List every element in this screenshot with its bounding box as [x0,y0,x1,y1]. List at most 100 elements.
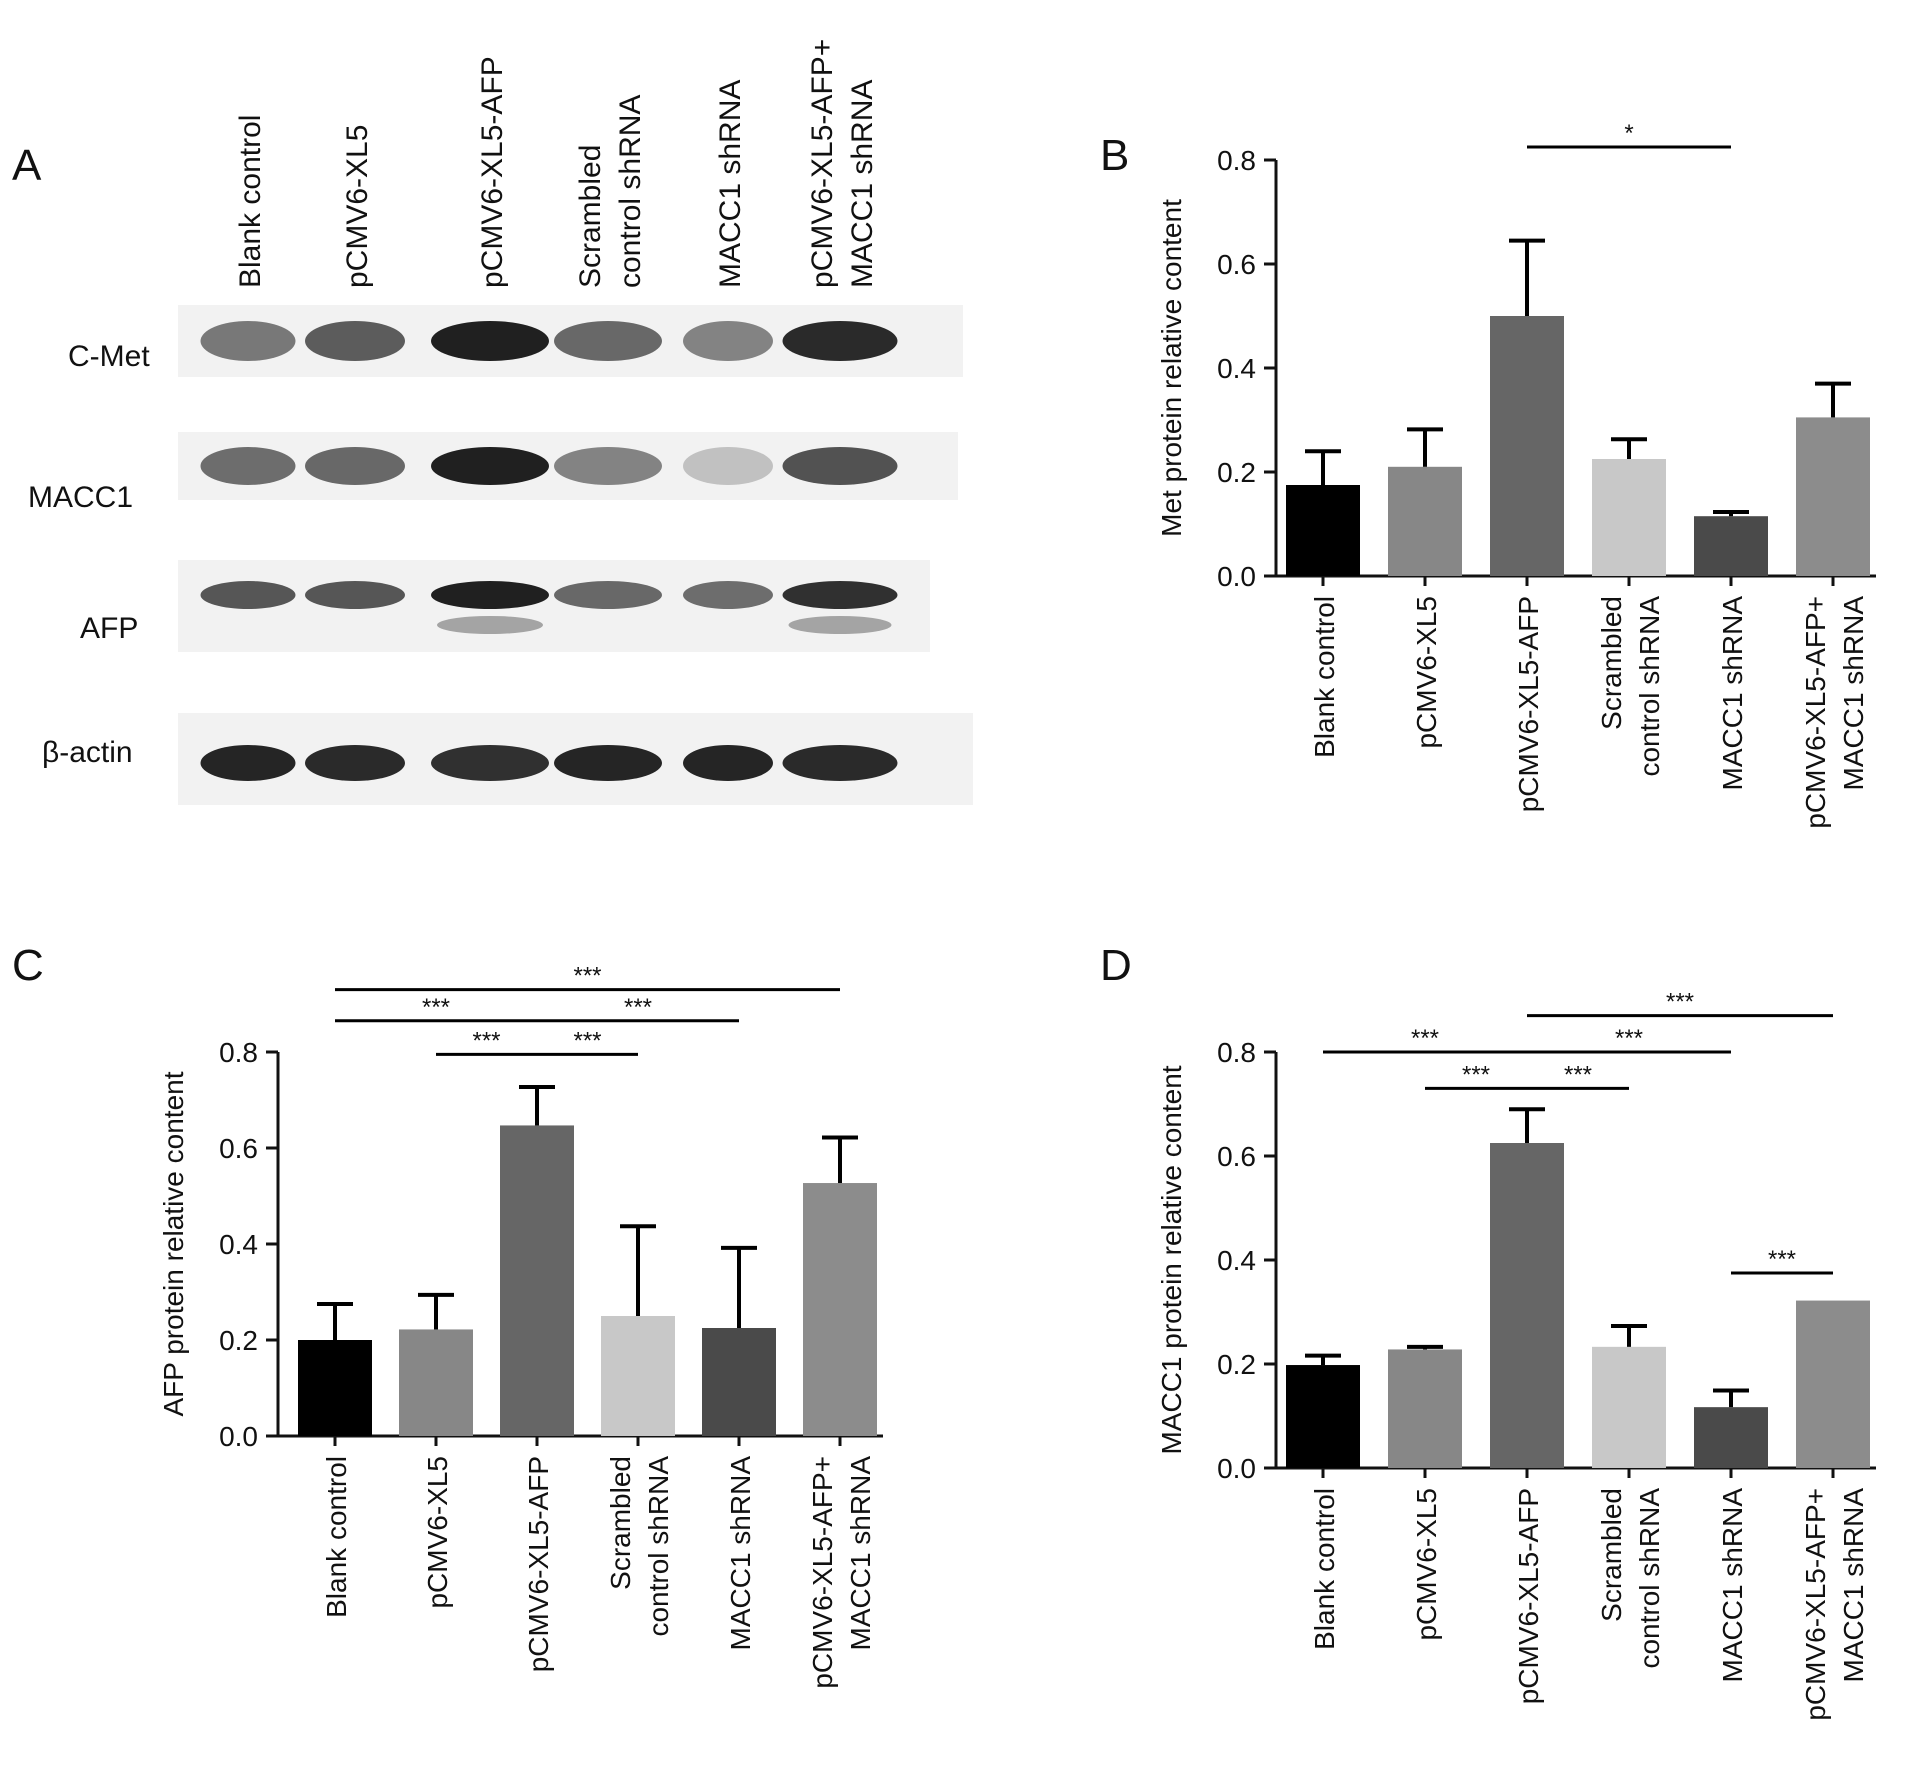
bar [1388,466,1462,576]
blot-band [305,745,405,781]
y-axis-label: AFP protein relative content [158,1071,189,1416]
x-tick-label: Blank control [1309,1488,1340,1650]
blot-band [782,321,898,361]
bar [500,1125,574,1436]
y-tick-label: 0.0 [1217,561,1256,592]
x-tick-label: pCMV6-XL5-AFP+ [1800,596,1831,829]
chart-macc1-protein: 0.0 0.2 0.4 0.6 0.8 MACC1 protein relative co… [1156,989,1876,1721]
x-tick-label: pCMV6-XL5-AFP [523,1456,554,1672]
significance-label: *** [1666,989,1694,1016]
significance-label: *** [422,994,450,1021]
blot-band [554,581,662,609]
bar [1286,1365,1360,1468]
lane-label: pCMV6-XL5 [341,125,374,288]
blot-band [431,581,549,609]
y-tick-label: 0.0 [219,1421,258,1452]
x-tick-label: pCMV6-XL5-AFP+ [807,1456,838,1689]
bar [1796,1300,1870,1468]
panel-letter-c: C [12,941,44,990]
blot-band [782,581,898,609]
significance-label: *** [624,994,652,1021]
x-tick-label: Blank control [321,1456,352,1618]
y-tick-label: 0.6 [1217,1141,1256,1172]
x-tick-label: MACC1 shRNA [725,1456,756,1651]
blot-band [305,321,405,361]
lane-label: Scrambled [574,145,607,288]
y-tick-label: 0.4 [1217,353,1256,384]
significance-label: *** [573,1027,601,1054]
significance-label: *** [1615,1025,1643,1052]
x-tick-label: MACC1 shRNA [1717,596,1748,791]
significance-label: * [1624,120,1633,147]
blot-band [683,745,773,781]
y-tick-label: 0.2 [1217,457,1256,488]
bar [702,1328,776,1436]
bar [803,1183,877,1436]
bar [298,1340,372,1436]
y-tick-label: 0.6 [219,1133,258,1164]
significance-label: *** [1768,1246,1796,1273]
y-tick-label: 0.8 [1217,145,1256,176]
bar [1592,459,1666,576]
bar [1388,1349,1462,1468]
lane-label: control shRNA [614,95,647,288]
blot-band [683,447,773,485]
blot-band [200,745,296,781]
x-tick-label: pCMV6-XL5-AFP [1513,1488,1544,1704]
blot-band-secondary [437,616,543,634]
blot-band [683,321,773,361]
blot-row-label: AFP [80,612,138,645]
blot-band [554,447,662,485]
bar [1694,1407,1768,1468]
chart-afp-protein: 0.0 0.2 0.4 0.6 0.8 AFP protein relative cont… [158,963,883,1689]
x-tick-label: Scrambled [1596,596,1627,730]
western-blot-panel: Blank control pCMV6-XL5 pCMV6-XL5-AFP Scram… [28,39,973,805]
blot-band [200,447,296,485]
blot-band [782,745,898,781]
significance-label: *** [472,1027,500,1054]
y-tick-label: 0.8 [1217,1037,1256,1068]
panel-letter-b: B [1100,131,1129,180]
y-tick-label: 0.6 [1217,249,1256,280]
blot-band [200,581,296,609]
x-tick-label: pCMV6-XL5-AFP+ [1800,1488,1831,1721]
significance-label: *** [1564,1061,1592,1088]
x-tick-label: MACC1 shRNA [1717,1488,1748,1683]
panel-letter-d: D [1100,941,1132,990]
lane-label: MACC1 shRNA [846,80,879,288]
blot-band [431,745,549,781]
x-tick-label: Blank control [1309,596,1340,758]
blot-band [431,447,549,485]
bar [1592,1346,1666,1468]
y-tick-label: 0.4 [219,1229,258,1260]
blot-band [554,745,662,781]
bar [601,1316,675,1436]
lane-label: pCMV6-XL5-AFP+ [806,39,839,288]
y-tick-label: 0.2 [1217,1349,1256,1380]
y-tick-label: 0.8 [219,1037,258,1068]
blot-band [305,447,405,485]
bar [1694,516,1768,576]
x-tick-label: pCMV6-XL5 [1411,596,1442,749]
blot-band [683,581,773,609]
x-tick-label: Scrambled [605,1456,636,1590]
y-tick-label: 0.4 [1217,1245,1256,1276]
x-tick-label: pCMV6-XL5 [1411,1488,1442,1641]
x-tick-label: MACC1 shRNA [1838,596,1869,791]
blot-band-secondary [788,616,892,634]
x-tick-label: pCMV6-XL5 [422,1456,453,1609]
y-tick-label: 0.2 [219,1325,258,1356]
bar [1490,1143,1564,1468]
significance-label: *** [573,963,601,990]
chart-met-protein: 0.0 0.2 0.4 0.6 0.8 Met protein relative cont… [1156,120,1876,829]
y-axis-label: Met protein relative content [1156,199,1187,537]
x-tick-label: MACC1 shRNA [1838,1488,1869,1683]
bar [1490,316,1564,576]
bar [1796,417,1870,576]
significance-label: *** [1462,1061,1490,1088]
blot-row-label: C-Met [68,340,150,373]
blot-row-label: β-actin [42,736,133,769]
blot-band [782,447,898,485]
blot-band [200,321,296,361]
